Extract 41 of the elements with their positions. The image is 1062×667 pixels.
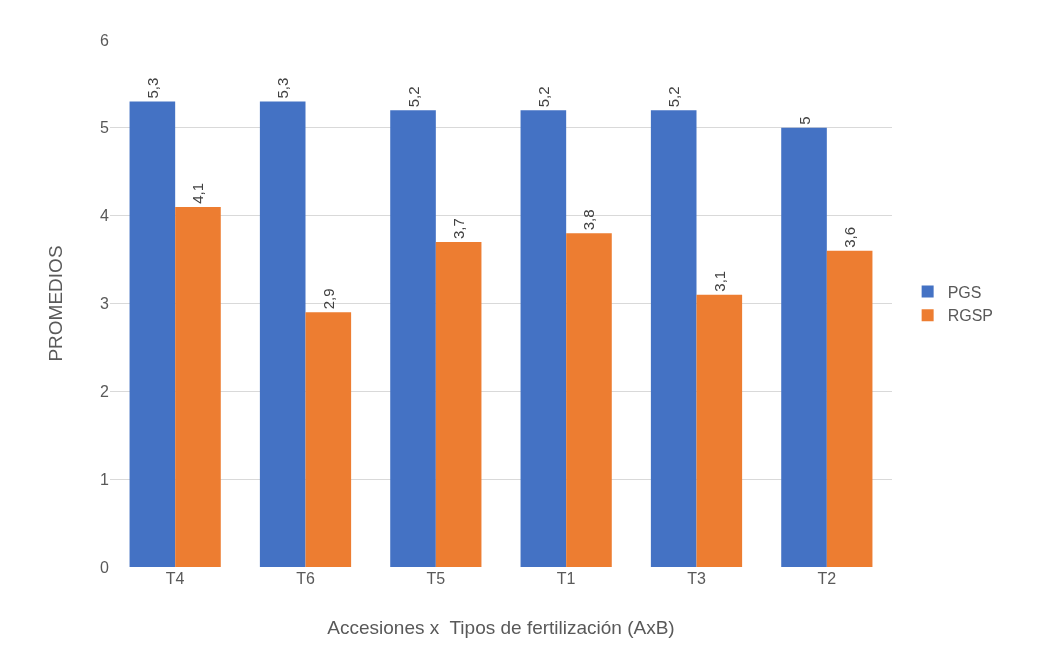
bar [435,242,482,567]
y-tick-label: 3 [100,295,110,313]
x-tick-label: T5 [426,570,446,587]
data-label: 2,9 [319,288,337,310]
bar [566,233,612,567]
y-axis-title: PROMEDIOS [45,245,66,362]
data-label: 5,2 [404,86,422,108]
bar [650,110,697,567]
bar [781,127,827,567]
bar [390,110,436,567]
data-label: 3,8 [580,209,598,231]
x-tick-label: T3 [687,570,706,587]
legend-label: RGSP [947,307,993,325]
y-tick-label: 2 [100,382,110,400]
bar [826,250,873,567]
bar [305,312,352,567]
y-tick-label: 5 [100,119,110,137]
data-label: 3,7 [450,218,468,240]
x-tick-label: T4 [165,570,185,587]
data-label: 5,3 [274,77,292,99]
x-tick-label: T6 [296,570,315,587]
data-label: 3,1 [710,270,728,292]
data-label: 5,3 [143,77,161,99]
x-axis-title: Accesiones x Tipos de fertilización (AxB) [327,617,675,638]
bar [520,110,567,567]
data-label: 5 [795,116,813,125]
legend-label: PGS [947,283,982,301]
y-tick-label: 0 [100,558,110,576]
bar [259,101,306,567]
data-label: 5,2 [665,86,683,108]
data-label: 4,1 [189,183,207,204]
y-tick-label: 4 [100,207,110,225]
x-tick-label: T1 [556,570,576,587]
data-label: 5,2 [534,86,552,108]
y-tick-label: 6 [100,31,110,49]
bar [175,206,221,567]
bar [696,294,743,567]
bar [129,101,176,567]
data-label: 3,6 [841,226,859,248]
y-tick-label: 1 [100,470,110,488]
x-tick-label: T2 [817,570,837,587]
